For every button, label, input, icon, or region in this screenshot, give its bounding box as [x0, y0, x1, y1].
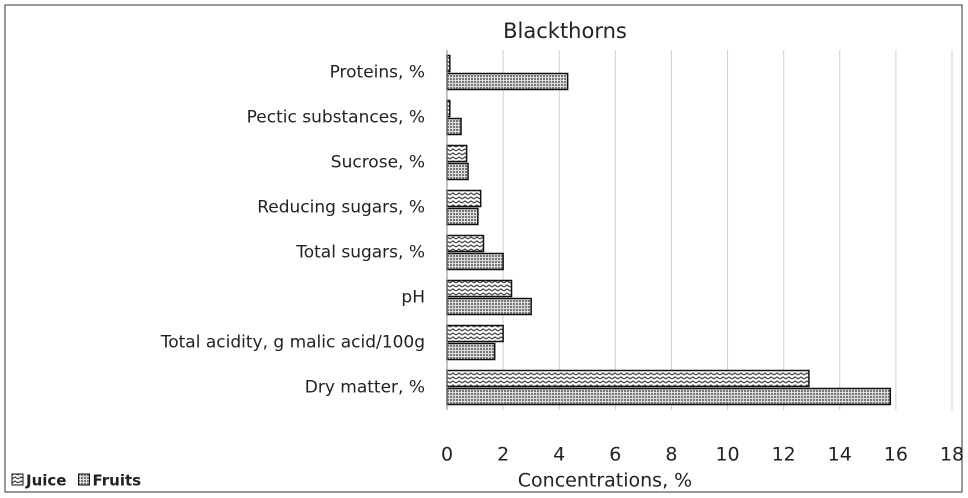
bar [446, 252, 504, 271]
legend-label: Juice [25, 472, 66, 490]
legend-swatch [77, 473, 90, 486]
x-tick-label: 14 [828, 444, 852, 466]
bar [446, 342, 496, 361]
bar [446, 144, 468, 163]
legend-swatch [11, 473, 24, 486]
x-axis-title: Concentrations, % [518, 470, 692, 492]
y-tick-label: Sucrose, % [331, 153, 425, 173]
bar [446, 162, 469, 181]
bar [446, 117, 462, 136]
y-tick-label: Total acidity, g malic acid/100g [160, 333, 425, 353]
x-tick-label: 6 [609, 444, 621, 466]
y-tick-label: Proteins, % [330, 63, 425, 83]
bar [446, 369, 810, 388]
bar [446, 279, 513, 298]
x-tick-label: 18 [940, 444, 964, 466]
x-tick-label: 4 [553, 444, 565, 466]
bar [446, 207, 479, 226]
bar [446, 324, 504, 343]
bar [446, 387, 892, 406]
y-tick-label: pH [401, 288, 425, 308]
x-tick-label: 2 [497, 444, 509, 466]
bar [446, 72, 569, 91]
x-tick-label: 12 [772, 444, 796, 466]
chart-title: Blackthorns [503, 19, 627, 43]
bar [446, 234, 485, 253]
legend-label: Fruits [92, 472, 141, 490]
x-tick-label: 16 [884, 444, 908, 466]
bar [446, 297, 532, 316]
y-tick-label: Total sugars, % [295, 243, 425, 263]
bar [446, 189, 482, 208]
x-tick-label: 0 [441, 444, 453, 466]
x-tick-label: 8 [665, 444, 677, 466]
y-tick-label: Dry matter, % [305, 378, 425, 398]
x-tick-label: 10 [715, 444, 739, 466]
y-tick-label: Pectic substances, % [247, 108, 425, 128]
y-tick-label: Reducing sugars, % [257, 198, 425, 218]
